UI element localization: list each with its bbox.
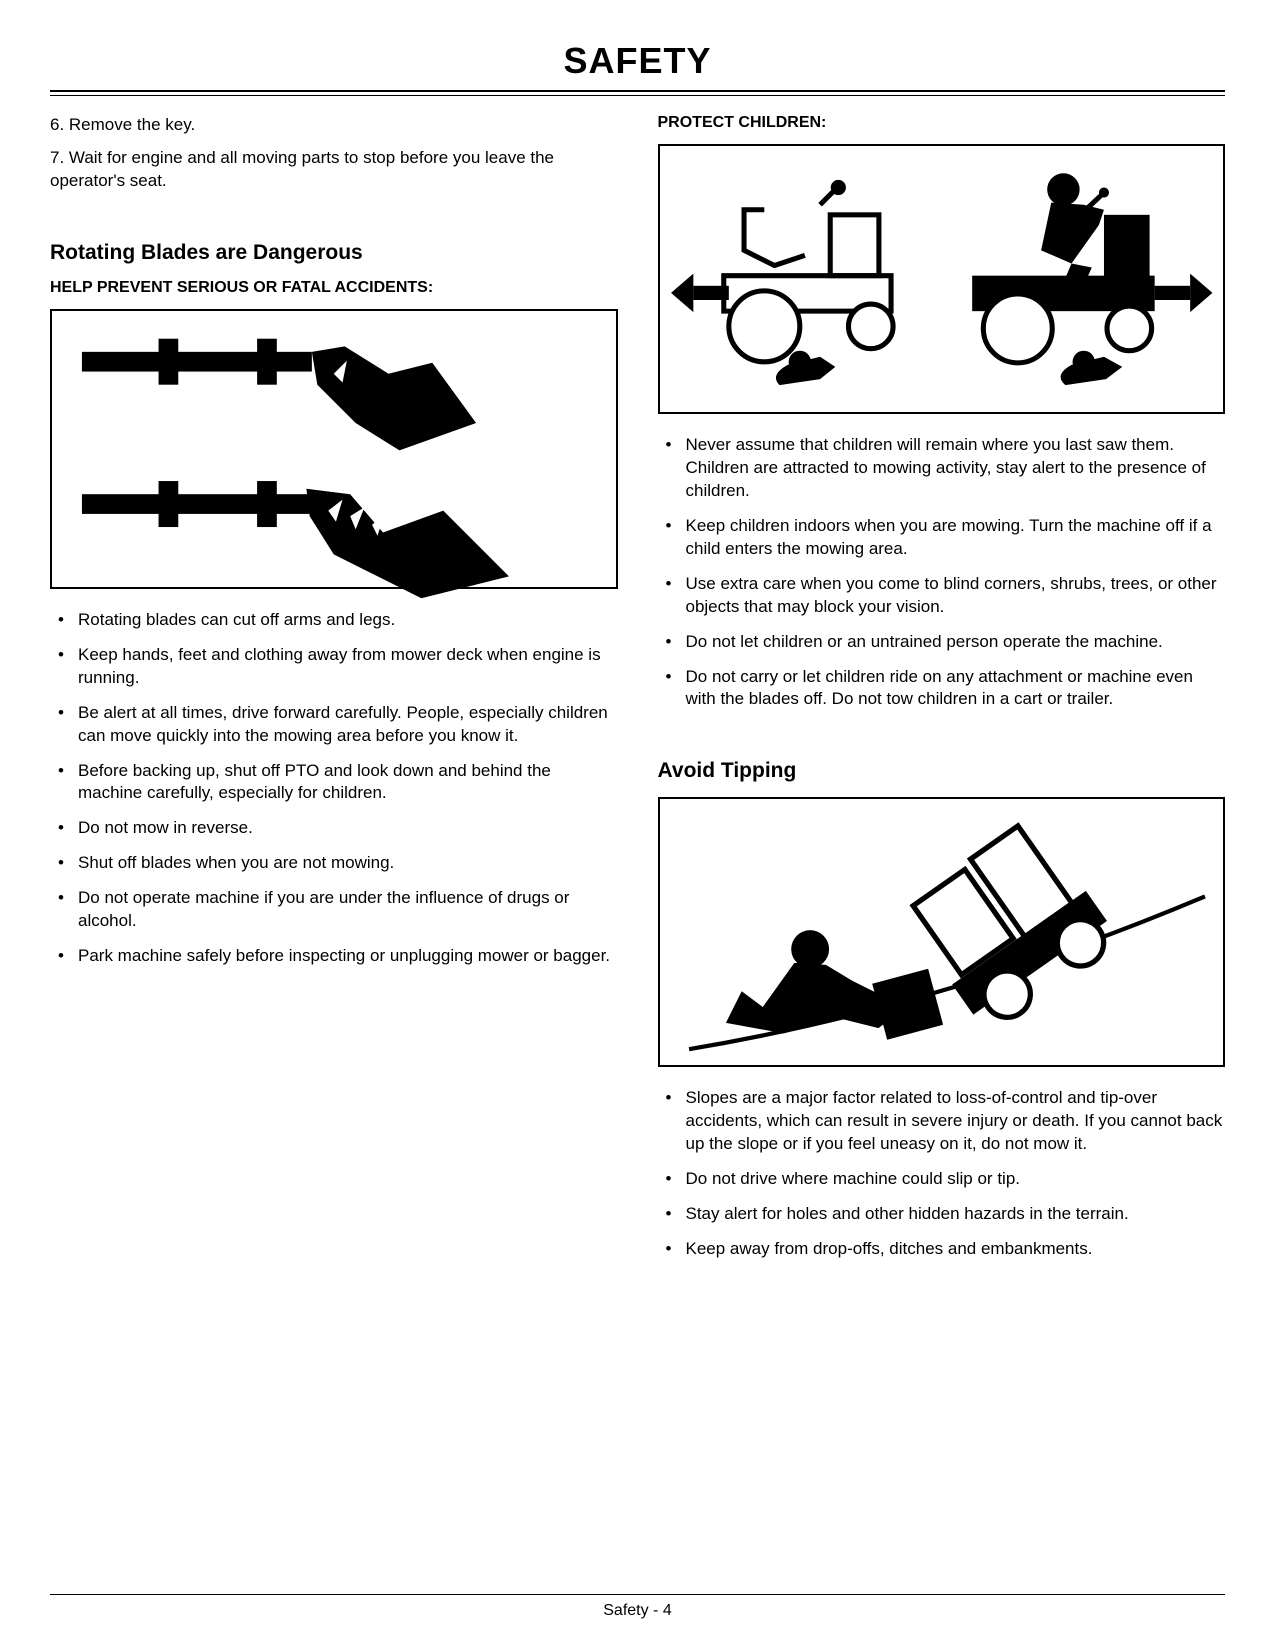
bullet-item: •Never assume that children will remain … <box>658 434 1226 503</box>
bullet-text: Keep hands, feet and clothing away from … <box>78 644 618 690</box>
bullet-text: Park machine safely before inspecting or… <box>78 945 618 968</box>
bullet-text: Be alert at all times, drive forward car… <box>78 702 618 748</box>
bullet-text: Keep children indoors when you are mowin… <box>686 515 1226 561</box>
bullet-item: •Stay alert for holes and other hidden h… <box>658 1203 1226 1226</box>
bullet-text: Do not drive where machine could slip or… <box>686 1168 1226 1191</box>
two-column-layout: 6. Remove the key. 7. Wait for engine an… <box>50 114 1225 1273</box>
bullet-text: Shut off blades when you are not mowing. <box>78 852 618 875</box>
footer-page-label: Safety - 4 <box>0 1602 1275 1620</box>
numbered-item: 6. Remove the key. <box>50 114 618 137</box>
section-heading-blades: Rotating Blades are Dangerous <box>50 241 618 265</box>
bullet-item: •Slopes are a major factor related to lo… <box>658 1087 1226 1156</box>
bullet-item: •Rotating blades can cut off arms and le… <box>50 609 618 632</box>
bullet-text: Use extra care when you come to blind co… <box>686 573 1226 619</box>
bullet-text: Do not carry or let children ride on any… <box>686 666 1226 712</box>
bullet-text: Before backing up, shut off PTO and look… <box>78 760 618 806</box>
bullet-text: Do not operate machine if you are under … <box>78 887 618 933</box>
figure-rotating-blades <box>50 309 618 589</box>
tipping-illustration <box>668 807 1216 1070</box>
subheading-protect-children: PROTECT CHILDREN: <box>658 114 1226 132</box>
bullet-text: Rotating blades can cut off arms and leg… <box>78 609 618 632</box>
numbered-item: 7. Wait for engine and all moving parts … <box>50 147 618 193</box>
figure-protect-children <box>658 144 1226 414</box>
right-column: PROTECT CHILDREN: <box>658 114 1226 1273</box>
bullet-text: Slopes are a major factor related to los… <box>686 1087 1226 1156</box>
subheading-prevent-accidents: HELP PREVENT SERIOUS OR FATAL ACCIDENTS: <box>50 279 618 297</box>
bullet-item: •Be alert at all times, drive forward ca… <box>50 702 618 748</box>
bullet-item: •Do not mow in reverse. <box>50 817 618 840</box>
bullet-text: Keep away from drop-offs, ditches and em… <box>686 1238 1226 1261</box>
bullet-item: •Keep hands, feet and clothing away from… <box>50 644 618 690</box>
bullet-item: •Before backing up, shut off PTO and loo… <box>50 760 618 806</box>
section-heading-tipping: Avoid Tipping <box>658 759 1226 783</box>
figure-avoid-tipping <box>658 797 1226 1067</box>
bullet-text: Never assume that children will remain w… <box>686 434 1226 503</box>
bullet-item: •Do not drive where machine could slip o… <box>658 1168 1226 1191</box>
bullet-item: •Keep away from drop-offs, ditches and e… <box>658 1238 1226 1261</box>
bullet-item: •Keep children indoors when you are mowi… <box>658 515 1226 561</box>
page-title: SAFETY <box>50 40 1225 82</box>
bullet-text: Do not mow in reverse. <box>78 817 618 840</box>
bullet-text: Stay alert for holes and other hidden ha… <box>686 1203 1226 1226</box>
bullet-item: •Do not operate machine if you are under… <box>50 887 618 933</box>
children-illustration <box>668 154 1216 407</box>
bullet-item: •Park machine safely before inspecting o… <box>50 945 618 968</box>
blades-illustration <box>60 319 608 604</box>
footer-rule <box>50 1594 1225 1595</box>
left-column: 6. Remove the key. 7. Wait for engine an… <box>50 114 618 1273</box>
title-double-rule <box>50 90 1225 96</box>
bullet-item: •Do not let children or an untrained per… <box>658 631 1226 654</box>
bullet-item: •Do not carry or let children ride on an… <box>658 666 1226 712</box>
bullet-text: Do not let children or an untrained pers… <box>686 631 1226 654</box>
bullet-item: •Shut off blades when you are not mowing… <box>50 852 618 875</box>
bullet-item: •Use extra care when you come to blind c… <box>658 573 1226 619</box>
